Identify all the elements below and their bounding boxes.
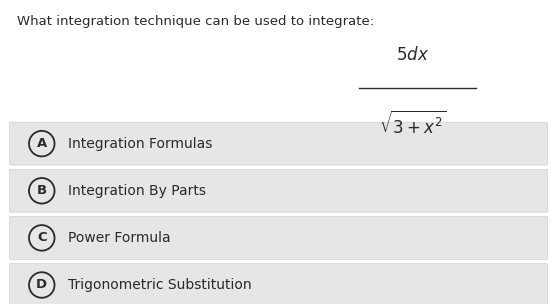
FancyBboxPatch shape [9,216,548,259]
Text: $\sqrt{3+x^{2}}$: $\sqrt{3+x^{2}}$ [379,111,446,138]
FancyBboxPatch shape [9,122,548,165]
Text: B: B [37,184,47,197]
Text: A: A [37,137,47,150]
Text: $5dx$: $5dx$ [395,46,429,64]
FancyBboxPatch shape [9,169,548,212]
Text: Power Formula: Power Formula [69,231,171,245]
Text: C: C [37,231,47,244]
Text: Integration Formulas: Integration Formulas [69,136,213,151]
Text: D: D [36,278,47,292]
FancyBboxPatch shape [9,264,548,304]
Text: Integration By Parts: Integration By Parts [69,184,207,198]
Text: Trigonometric Substitution: Trigonometric Substitution [69,278,252,292]
Text: What integration technique can be used to integrate:: What integration technique can be used t… [17,15,374,28]
